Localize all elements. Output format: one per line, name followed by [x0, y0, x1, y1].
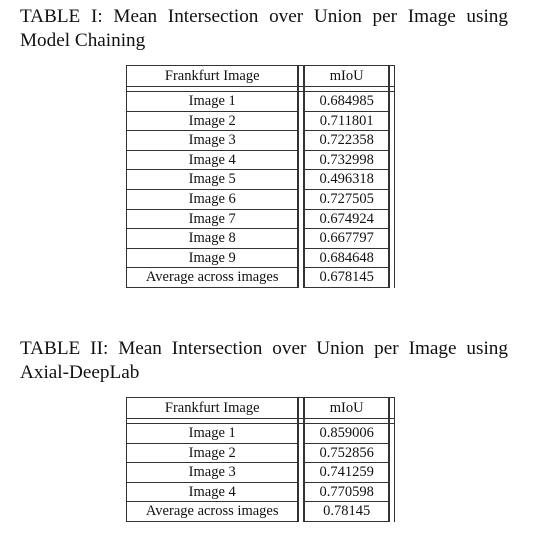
image-name-cell: Average across images	[126, 268, 299, 288]
column-separator	[389, 131, 395, 151]
column-header-miou: mIoU	[304, 65, 390, 87]
column-separator	[389, 111, 395, 132]
miou-value-cell: 0.741259	[304, 463, 390, 483]
image-name-cell: Image 9	[126, 248, 299, 269]
image-name-cell: Image 5	[126, 170, 299, 190]
column-header-image: Frankfurt Image	[126, 65, 299, 87]
column-separator	[298, 209, 305, 230]
column-separator	[389, 502, 395, 522]
column-separator	[389, 463, 395, 483]
rule-cell	[304, 87, 390, 92]
miou-value-cell: 0.711801	[304, 111, 390, 132]
column-separator	[389, 248, 395, 269]
table-row: Image 1 0.859006	[126, 424, 395, 444]
image-name-cell: Image 4	[126, 482, 299, 503]
image-name-cell: Image 2	[126, 443, 299, 464]
rule-cell	[126, 419, 299, 424]
column-separator	[389, 397, 395, 419]
miou-value-cell: 0.859006	[304, 424, 390, 444]
column-separator	[389, 150, 395, 171]
column-separator	[389, 229, 395, 249]
column-separator	[389, 87, 395, 92]
table1: Frankfurt Image mIoU Image 1 0.684985 Image …	[126, 65, 395, 288]
table-row: Image 6 0.727505	[126, 189, 395, 210]
table2: Frankfurt Image mIoU Image 1 0.859006 Image …	[126, 397, 395, 522]
miou-value-cell: 0.732998	[304, 150, 390, 171]
column-separator	[389, 65, 395, 87]
miou-value-cell: 0.667797	[304, 229, 390, 249]
image-name-cell: Image 1	[126, 424, 299, 444]
column-separator	[298, 268, 305, 288]
table-row: Image 2 0.752856	[126, 443, 395, 464]
column-separator	[298, 189, 305, 210]
table-row: Image 3 0.741259	[126, 463, 395, 483]
image-name-cell: Image 6	[126, 189, 299, 210]
column-header-image: Frankfurt Image	[126, 397, 299, 419]
table-row: Image 5 0.496318	[126, 170, 395, 190]
image-name-cell: Image 3	[126, 463, 299, 483]
table-row: Image 4 0.770598	[126, 482, 395, 503]
miou-value-cell: 0.770598	[304, 482, 390, 503]
column-separator	[389, 419, 395, 424]
column-separator	[298, 87, 305, 92]
table-row: Image 4 0.732998	[126, 150, 395, 171]
column-separator	[298, 397, 305, 419]
header-double-rule	[126, 87, 395, 92]
table1-caption: TABLE I: Mean Intersection over Union pe…	[20, 6, 508, 51]
image-name-cell: Average across images	[126, 502, 299, 522]
table-row: Image 8 0.667797	[126, 229, 395, 249]
column-separator	[298, 229, 305, 249]
column-separator	[298, 424, 305, 444]
table-header-row: Frankfurt Image mIoU	[126, 397, 395, 419]
column-separator	[298, 150, 305, 171]
column-separator	[298, 443, 305, 464]
column-separator	[298, 131, 305, 151]
column-separator	[298, 65, 305, 87]
image-name-cell: Image 8	[126, 229, 299, 249]
column-separator	[298, 170, 305, 190]
miou-value-cell: 0.678145	[304, 268, 390, 288]
image-name-cell: Image 1	[126, 92, 299, 112]
column-separator	[298, 111, 305, 132]
column-separator	[298, 502, 305, 522]
table-row: Image 9 0.684648	[126, 248, 395, 269]
column-header-miou: mIoU	[304, 397, 390, 419]
column-separator	[298, 248, 305, 269]
table-row: Image 2 0.711801	[126, 111, 395, 132]
image-name-cell: Image 2	[126, 111, 299, 132]
miou-value-cell: 0.496318	[304, 170, 390, 190]
image-name-cell: Image 3	[126, 131, 299, 151]
column-separator	[389, 482, 395, 503]
image-name-cell: Image 7	[126, 209, 299, 230]
miou-value-cell: 0.684648	[304, 248, 390, 269]
column-separator	[389, 189, 395, 210]
miou-value-cell: 0.674924	[304, 209, 390, 230]
miou-value-cell: 0.727505	[304, 189, 390, 210]
rule-cell	[304, 419, 390, 424]
table-row: Image 7 0.674924	[126, 209, 395, 230]
table-row: Average across images 0.678145	[126, 268, 395, 288]
column-separator	[389, 424, 395, 444]
rule-cell	[126, 87, 299, 92]
table-row: Image 3 0.722358	[126, 131, 395, 151]
column-separator	[298, 463, 305, 483]
image-name-cell: Image 4	[126, 150, 299, 171]
column-separator	[298, 92, 305, 112]
column-separator	[389, 170, 395, 190]
header-double-rule	[126, 419, 395, 424]
column-separator	[389, 92, 395, 112]
column-separator	[389, 268, 395, 288]
table-header-row: Frankfurt Image mIoU	[126, 65, 395, 87]
column-separator	[389, 443, 395, 464]
column-separator	[298, 419, 305, 424]
miou-value-cell: 0.752856	[304, 443, 390, 464]
miou-value-cell: 0.684985	[304, 92, 390, 112]
table-row: Image 1 0.684985	[126, 92, 395, 112]
column-separator	[298, 482, 305, 503]
column-separator	[389, 209, 395, 230]
miou-value-cell: 0.722358	[304, 131, 390, 151]
table-row: Average across images 0.78145	[126, 502, 395, 522]
table2-caption: TABLE II: Mean Intersection over Union p…	[20, 338, 508, 383]
miou-value-cell: 0.78145	[304, 502, 390, 522]
